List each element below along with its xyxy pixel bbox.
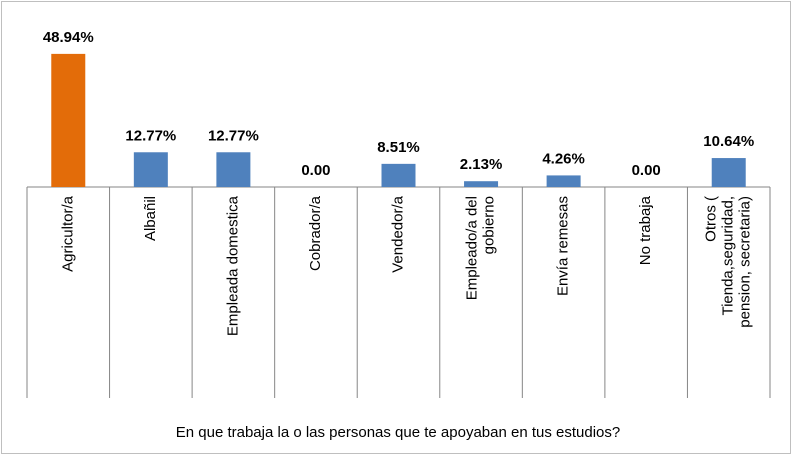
value-label: 12.77% — [125, 127, 176, 144]
bar — [546, 175, 581, 187]
x-tick-label: Albañil — [142, 196, 159, 241]
value-label: 2.13% — [460, 156, 503, 173]
value-label: 48.94% — [43, 29, 94, 46]
bar — [51, 53, 86, 187]
value-label: 12.77% — [208, 127, 259, 144]
bar — [216, 152, 251, 187]
value-label: 0.00 — [301, 162, 330, 179]
x-tick-label: Vendedor/a — [389, 195, 406, 272]
value-label: 10.64% — [703, 133, 754, 150]
x-tick-label: Agricultor/a — [59, 195, 76, 272]
x-tick-label: Otros (Tienda,seguridad,pension, secreta… — [703, 196, 754, 328]
value-label: 8.51% — [377, 139, 420, 156]
bar — [711, 158, 746, 187]
bar — [381, 163, 416, 187]
x-tick-label: Cobrador/a — [307, 195, 324, 271]
x-tick-label: No trabaja — [637, 195, 654, 265]
x-tick-label: Envía remesas — [555, 196, 572, 296]
x-axis-title: En que trabaja la o las personas que te … — [176, 424, 621, 441]
value-label: 4.26% — [542, 150, 585, 167]
value-label: 0.00 — [632, 162, 661, 179]
x-tick-label: Empleada domestica — [224, 195, 241, 336]
bar — [464, 181, 499, 187]
bar — [133, 152, 168, 187]
x-tick-label: Empleado/a delgobierno — [464, 196, 498, 300]
